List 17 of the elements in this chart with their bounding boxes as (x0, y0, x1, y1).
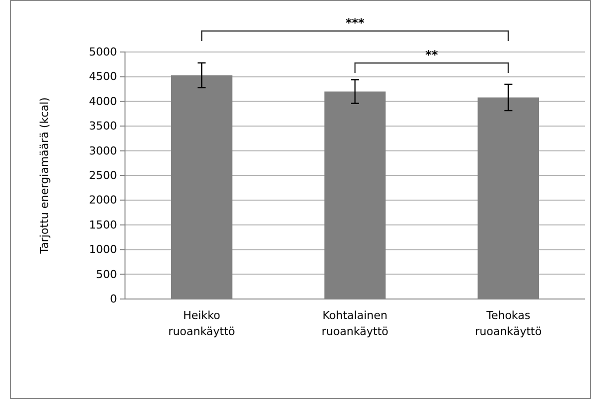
y-tick-label: 500 (96, 268, 117, 281)
annotation: ** (425, 48, 439, 62)
y-tick-label: 2000 (89, 194, 117, 207)
y-axis-title: Tarjottu energiamäärä (kcal) (38, 97, 51, 255)
y-tick-label: 3000 (89, 144, 117, 158)
y-tick-label: 0 (110, 292, 117, 306)
y-tick-label: 5000 (89, 46, 117, 59)
y-tick-label: 2500 (89, 169, 117, 182)
text: *** (346, 16, 366, 30)
y-tick-label: 3500 (89, 120, 117, 133)
x-tick-label: Kohtalainen ruoankäyttö (322, 309, 389, 338)
y-tick-label: 4000 (89, 94, 117, 108)
x-tick-label: Tehokas ruoankäyttö (474, 309, 542, 338)
y-tick-label: 1000 (89, 243, 117, 256)
y-tick-label: 1500 (89, 218, 117, 232)
y-tick-label: 4500 (89, 70, 117, 84)
x-tick-label: Heikko ruoankäyttö (168, 309, 236, 338)
